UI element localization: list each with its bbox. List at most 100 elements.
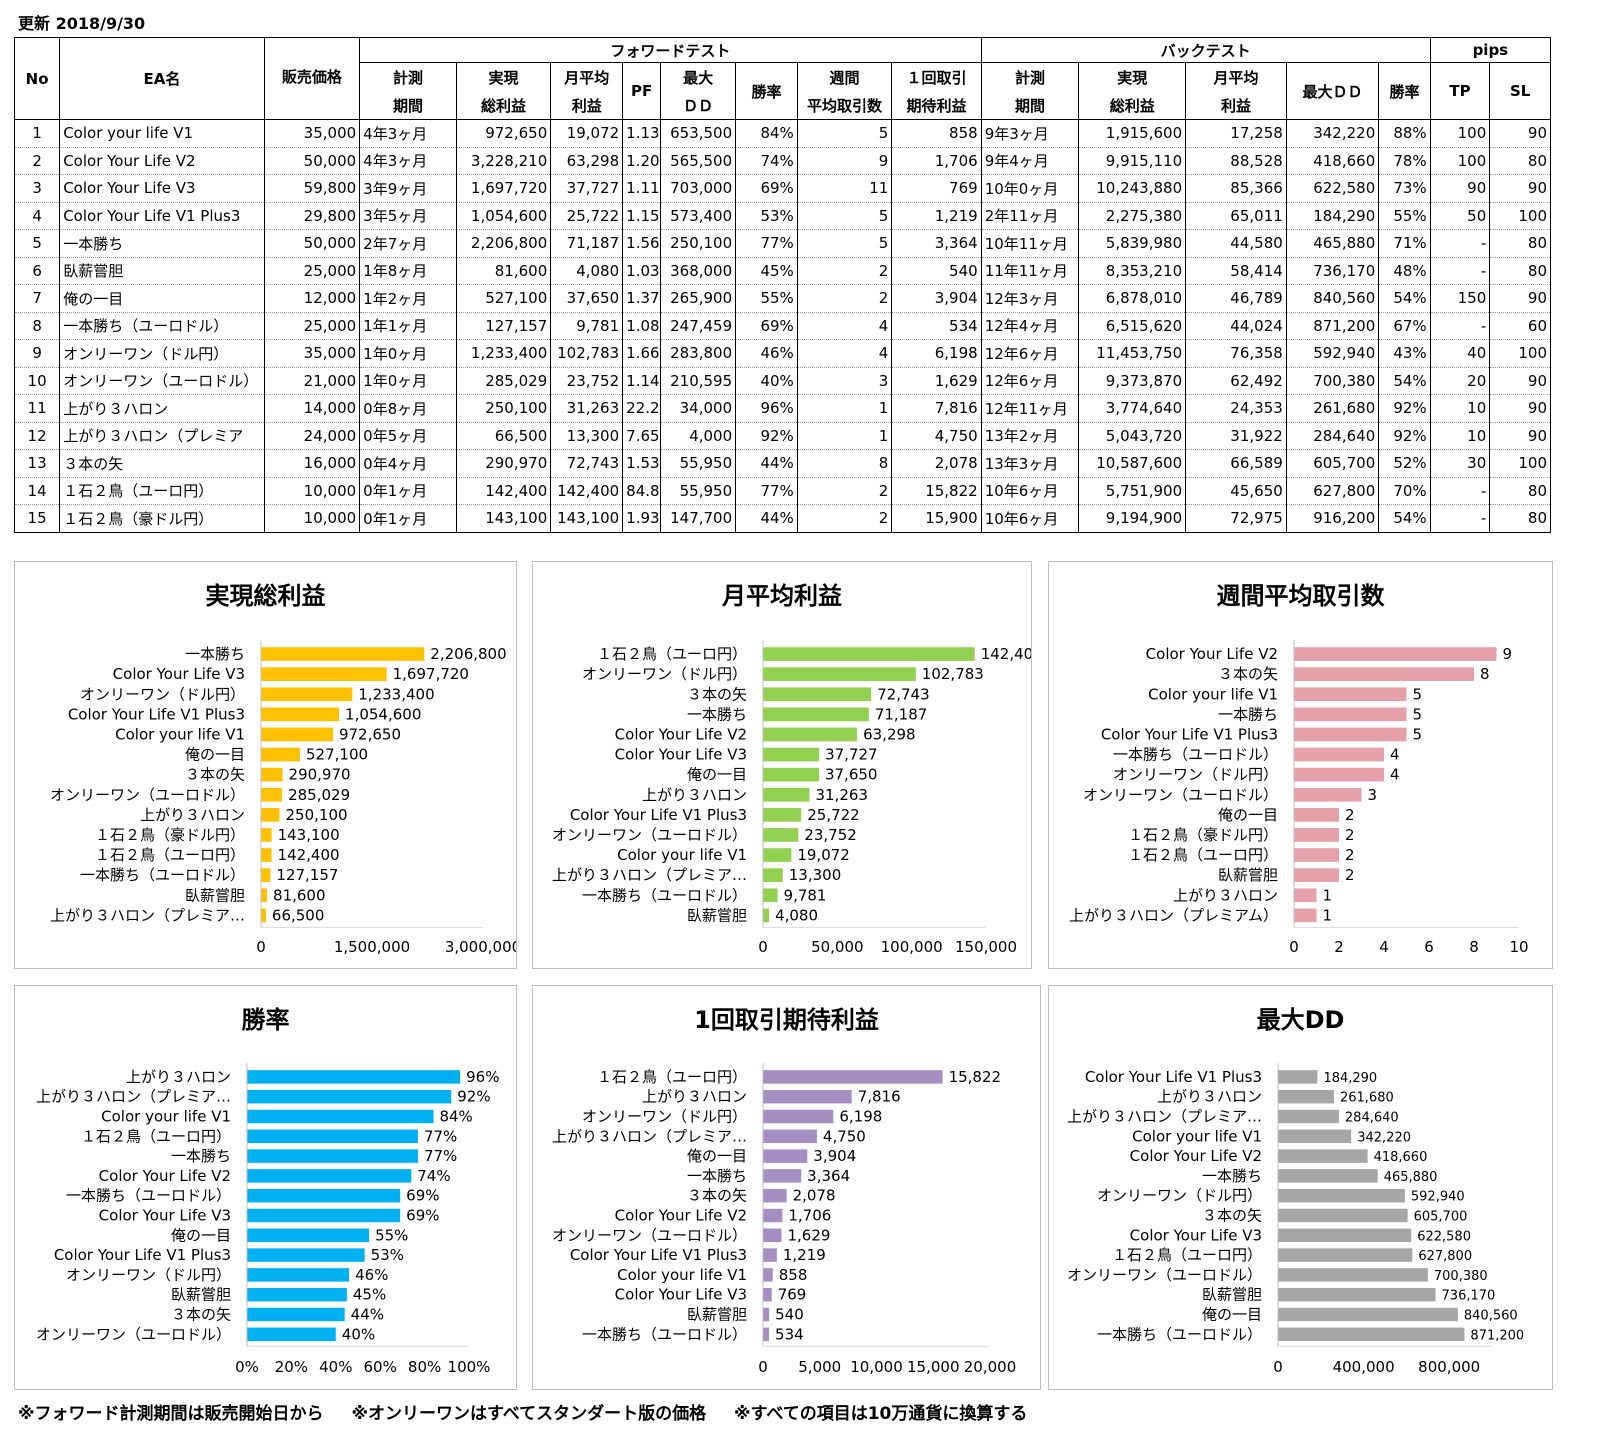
bar	[1294, 888, 1317, 903]
category-label: １石２鳥（ユーロ円）	[597, 645, 747, 663]
table-cell: 1,054,600	[455, 201, 552, 230]
bar	[1294, 687, 1407, 702]
bar	[763, 667, 916, 681]
bar	[261, 828, 272, 842]
data-label: 127,157	[276, 866, 338, 884]
table-cell: 55%	[1378, 201, 1431, 230]
category-label: ３本の矢	[185, 766, 245, 784]
table-cell: 9	[796, 146, 893, 175]
table-cell: 1年1ヶ月	[359, 311, 457, 340]
table-cell: 1.11	[622, 174, 662, 203]
table-cell: 342,220	[1285, 119, 1380, 148]
table-cell: 592,940	[1285, 339, 1380, 368]
table-cell: 35,000	[263, 339, 361, 368]
table-cell: 3年5ヶ月	[359, 201, 457, 230]
table-cell: 0年5ヶ月	[359, 421, 457, 450]
table-cell: 58,414	[1185, 256, 1287, 285]
table-cell: 71%	[1378, 229, 1431, 258]
table-cell: 4,000	[660, 421, 737, 450]
table-cell: 10年6ヶ月	[980, 476, 1080, 505]
table-cell: 6	[13, 256, 61, 285]
category-label: ３本の矢	[1218, 665, 1278, 683]
tick-label: 400,000	[1333, 1358, 1395, 1376]
category-label: Color Your Life V3	[1130, 1226, 1262, 1244]
bar	[1294, 727, 1407, 742]
tick-label: 0	[758, 938, 768, 956]
table-cell: 44,024	[1185, 311, 1287, 340]
table-cell: 8	[13, 311, 61, 340]
table-cell: 30	[1429, 449, 1491, 478]
bar	[763, 1129, 817, 1144]
tick-label: 20,000	[964, 1358, 1017, 1376]
data-label: 2	[1345, 806, 1355, 824]
chart-title: 週間平均取引数	[1217, 582, 1386, 610]
bar	[261, 687, 353, 702]
table-cell: 52%	[1378, 449, 1431, 478]
category-label: Color Your Life V1 Plus3	[54, 1246, 231, 1264]
table-cell: 34,000	[660, 394, 737, 423]
table-cell: 10,000	[263, 504, 361, 533]
category-label: 上がり３ハロン	[642, 786, 747, 804]
table-cell: 12	[13, 421, 61, 450]
table-cell: 90	[1489, 174, 1551, 203]
footnote-3: ※すべての項目は10万通貨に換算する	[734, 1404, 1028, 1424]
table-row: 2 Color Your Life V2 50,000 4年3ヶ月 3,228,210 6…	[13, 146, 1551, 175]
data-label: 46%	[355, 1266, 388, 1284]
table-row: 1 Color your life V1 35,000 4年3ヶ月 972,650 19,…	[13, 119, 1551, 148]
table-cell: 1,697,720	[455, 174, 552, 203]
table-cell: 9,781	[550, 311, 624, 340]
data-label: 261,680	[1340, 1091, 1394, 1106]
data-label: 1,054,600	[345, 705, 421, 723]
col-header: PF	[622, 62, 662, 120]
table-row: 5 一本勝ち 50,000 2年7ヶ月 2,206,800 71,187 1.56 250,1…	[13, 229, 1551, 258]
category-label: オンリーワン（ユーロドル）	[1067, 1266, 1262, 1284]
bar	[261, 727, 333, 742]
data-label: 37,727	[825, 746, 878, 764]
col-header-bottom: 利益	[1185, 91, 1287, 120]
table-cell: 10,000	[263, 476, 361, 505]
table-cell: 150	[1429, 284, 1491, 313]
table-cell: 13年3ヶ月	[980, 449, 1080, 478]
table-cell: 250,100	[455, 394, 552, 423]
category-label: Color Your Life V2	[615, 725, 747, 743]
tick-label: 60%	[364, 1358, 397, 1376]
table-cell: 92%	[1378, 421, 1431, 450]
tick-label: 50,000	[811, 938, 864, 956]
col-ea-name: EA名	[59, 37, 265, 120]
category-label: Color Your Life V2	[99, 1167, 231, 1185]
table-cell: 40%	[735, 366, 798, 395]
table-cell: 9年4ヶ月	[980, 146, 1080, 175]
table-cell: 俺の一目	[59, 284, 265, 313]
col-header-top: 計測	[359, 62, 457, 91]
table-cell: 283,800	[660, 339, 737, 368]
table-cell: 4,080	[550, 256, 624, 285]
data-label: 71,187	[875, 705, 928, 723]
bar	[763, 908, 770, 923]
bar	[763, 1307, 770, 1322]
category-label: Color Your Life V1 Plus3	[1101, 725, 1278, 743]
bar	[1278, 1248, 1413, 1262]
data-label: 2	[1345, 846, 1355, 864]
category-label: 一本勝ち	[687, 705, 747, 723]
category-label: 臥薪嘗胆	[185, 886, 245, 904]
table-cell: 78%	[1378, 146, 1431, 175]
category-label: Color Your Life V3	[615, 1286, 747, 1304]
table-cell: 14	[13, 476, 61, 505]
category-label: Color Your Life V3	[99, 1207, 231, 1225]
table-cell: 92%	[735, 421, 798, 450]
table-cell: 3	[13, 174, 61, 203]
table-cell: 5	[796, 119, 893, 148]
bar	[261, 767, 283, 782]
data-label: 53%	[371, 1246, 404, 1264]
category-label: １石２鳥（ユーロ円）	[81, 1127, 231, 1145]
table-cell: 50,000	[263, 229, 361, 258]
table-cell: Color Your Life V3	[59, 174, 265, 203]
category-label: Color Your Life V1 Plus3	[1085, 1068, 1262, 1086]
bar	[763, 1109, 834, 1124]
col-header-bottom: 平均取引数	[796, 91, 893, 120]
chart-title: 最大DD	[1257, 1006, 1345, 1034]
bar	[1278, 1169, 1378, 1183]
table-row: 4 Color Your Life V1 Plus3 29,800 3年5ヶ月 1,05…	[13, 201, 1551, 230]
table-cell: 2,275,380	[1078, 201, 1187, 230]
